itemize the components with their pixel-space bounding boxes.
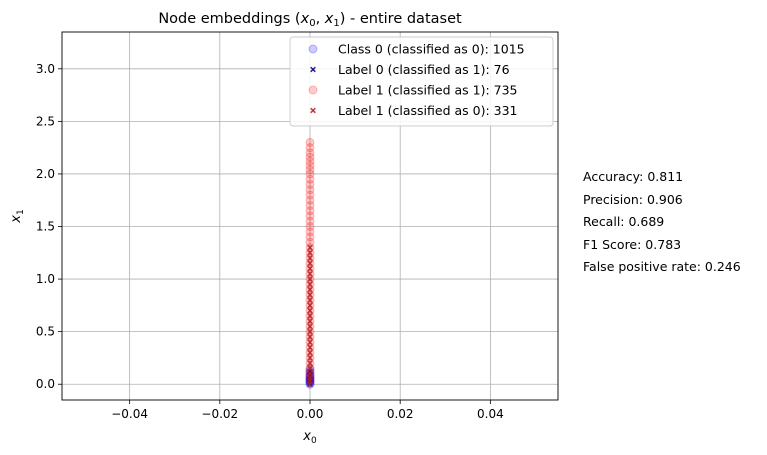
series-2-point	[305, 200, 315, 210]
y-tick-label: 0.0	[36, 377, 55, 391]
legend-box	[289, 36, 554, 127]
series-2-point	[305, 195, 315, 205]
series-2-point	[305, 165, 315, 175]
series-3-point	[307, 323, 313, 330]
legend-marker-0	[308, 44, 318, 54]
metrics-panel: Accuracy: 0.811 Precision: 0.906 Recall:…	[583, 166, 741, 279]
legend-label-0: Class 0 (classified as 0): 1015	[338, 42, 525, 57]
series-2-point	[305, 237, 315, 247]
x-axis-ticks: −0.04 −0.02 0.00 0.02 0.04	[111, 400, 504, 421]
accuracy-text: Accuracy: 0.811	[583, 169, 684, 184]
y-tick-label: 1.0	[36, 272, 55, 286]
series-3-point	[307, 365, 313, 372]
series-2-point	[305, 174, 315, 184]
series-3-point	[307, 249, 313, 256]
series-3-point	[307, 370, 313, 377]
x-tick-label: 0.00	[297, 407, 324, 421]
y-axis-ticks: 0.0 0.5 1.0 1.5 2.0 2.5 3.0	[36, 62, 62, 391]
series-3-point	[307, 344, 313, 351]
series-2-point	[305, 185, 315, 195]
series-2-point	[305, 232, 315, 242]
legend-label-1: Label 0 (classified as 1): 76	[338, 62, 510, 77]
series-3-point	[307, 244, 313, 251]
y-axis-label: x1	[9, 209, 26, 223]
series-3-point	[307, 255, 313, 261]
chart-title: Node embeddings (x0, x1) - entire datase…	[158, 11, 462, 29]
series-2-point	[305, 190, 315, 200]
f1-score-text: F1 Score: 0.783	[583, 236, 682, 252]
series-3-point	[307, 355, 313, 361]
series-3-point	[307, 328, 313, 335]
y-tick-label: 2.5	[36, 114, 55, 128]
series-2-point	[305, 169, 315, 179]
legend: Class 0 (classified as 0): 1015 Label 0 (…	[289, 36, 554, 127]
series-3-point	[307, 307, 313, 314]
series-2-point	[305, 137, 315, 147]
series-3-point	[307, 281, 313, 288]
legend-label-3: Label 1 (classified as 0): 331	[338, 103, 518, 118]
legend-marker-1	[310, 66, 316, 73]
series-2-point	[305, 216, 315, 226]
series-3-point	[307, 375, 313, 381]
series-3-point	[307, 360, 313, 367]
legend-marker-2	[308, 85, 318, 95]
y-tick-label: 1.5	[36, 220, 55, 234]
y-tick-label: 2.0	[36, 167, 55, 181]
series-2-point	[305, 222, 315, 232]
series-3-point	[307, 313, 313, 319]
series-2-point	[305, 179, 315, 189]
series-2-point	[305, 156, 315, 166]
data-points	[305, 137, 315, 389]
y-tick-label: 3.0	[36, 62, 55, 76]
legend-marker-3	[310, 107, 316, 114]
x-axis-label: x0	[302, 429, 317, 446]
series-2-point	[305, 211, 315, 221]
series-3-point	[307, 302, 313, 309]
series-3-point	[307, 349, 313, 356]
series-2-point	[305, 143, 315, 153]
series-2-point	[305, 152, 315, 162]
x-tick-label: 0.04	[477, 407, 504, 421]
series-3-point	[307, 339, 313, 346]
series-2-point	[305, 206, 315, 216]
x-tick-label: −0.02	[201, 407, 238, 421]
false-positive-rate-text: False positive rate: 0.246	[583, 259, 741, 274]
series-3-point	[307, 260, 313, 267]
legend-label-2: Label 1 (classified as 1): 735	[338, 83, 518, 98]
series-3-point	[307, 276, 313, 282]
series-3-point	[307, 318, 313, 324]
series-2-point	[305, 148, 315, 158]
x-tick-label: −0.04	[111, 407, 148, 421]
series-3-point	[307, 270, 313, 277]
y-tick-label: 0.5	[36, 325, 55, 339]
series-3-point	[307, 286, 313, 293]
series-3-point	[307, 297, 313, 303]
x-tick-label: 0.02	[387, 407, 414, 421]
precision-text: Precision: 0.906	[583, 191, 683, 207]
series-2-point	[305, 227, 315, 237]
recall-text: Recall: 0.689	[583, 214, 665, 229]
series-2-point	[305, 161, 315, 171]
series-3-point	[307, 265, 313, 272]
series-3-point	[307, 334, 313, 340]
series-3-point	[307, 292, 313, 298]
